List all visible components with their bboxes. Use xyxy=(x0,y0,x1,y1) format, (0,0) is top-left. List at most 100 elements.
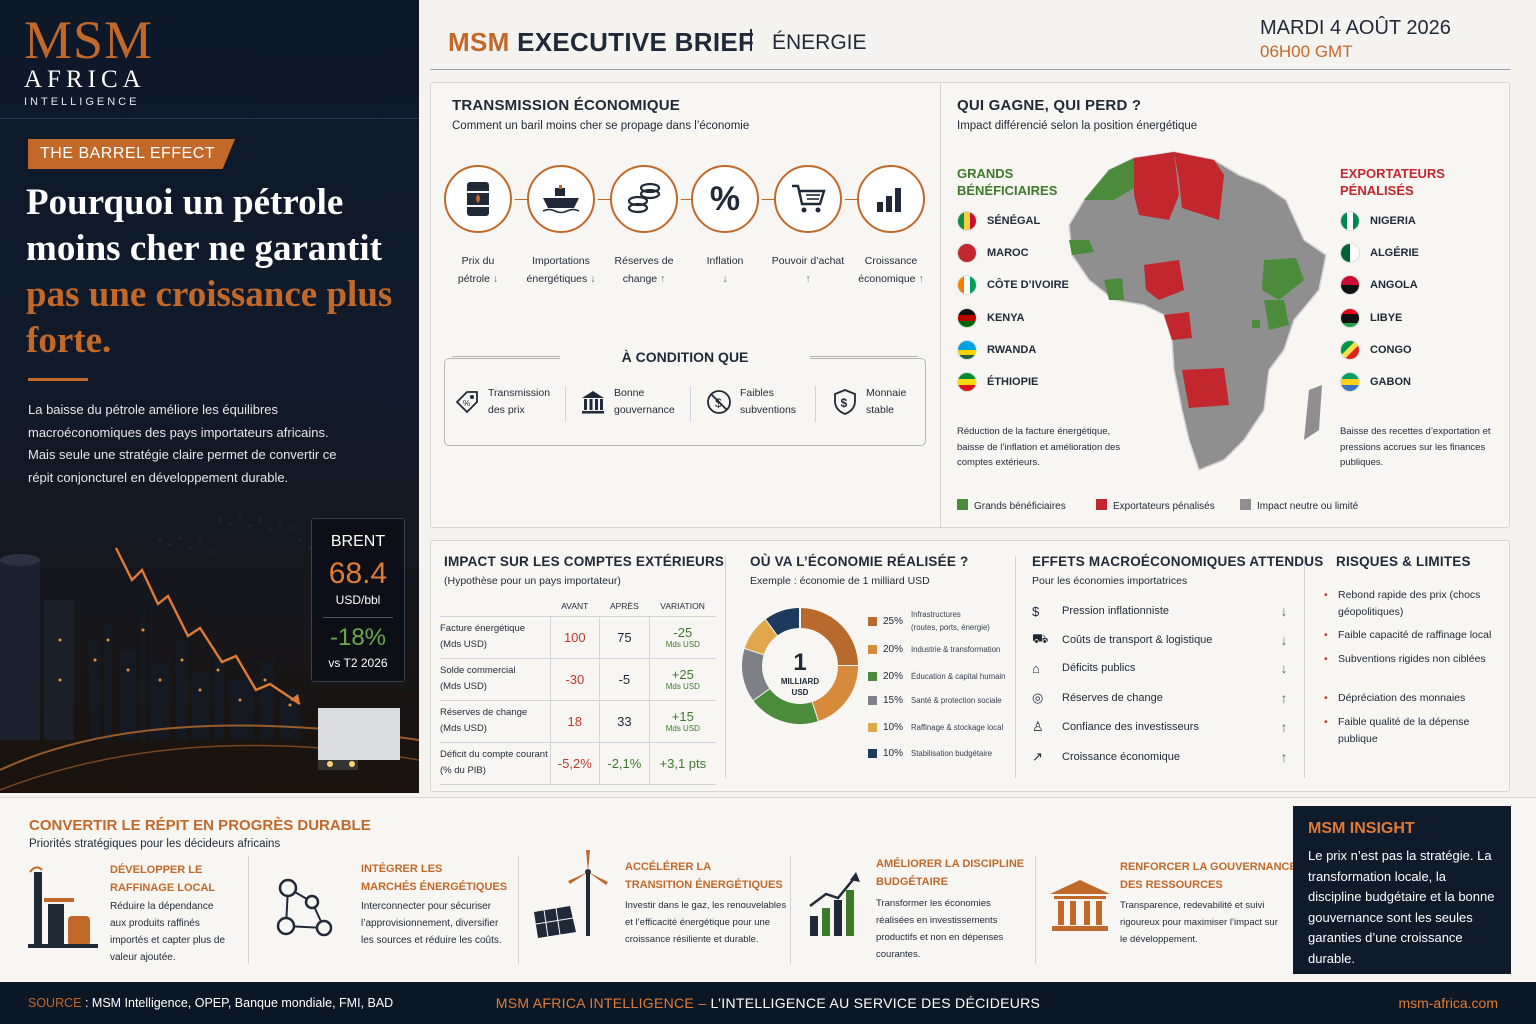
legend-swatch xyxy=(868,645,877,654)
strategy-item-text: Réduire la dépendance aux produits raffi… xyxy=(110,901,226,963)
legend-percent: 20% xyxy=(883,644,904,655)
time-label: 06H00 GMT xyxy=(1260,42,1353,61)
flag-angola-icon xyxy=(1340,275,1360,295)
strategy-item-text: Interconnecter pour sécuriser l’approvis… xyxy=(361,901,502,946)
beneficiary-row: MAROC xyxy=(957,243,1029,263)
table-row: Déficit du compte courant (% du PIB) -5,2… xyxy=(440,742,716,785)
brand-logo[interactable]: MSM AFRICA INTELLIGENCE xyxy=(24,13,184,108)
shopping-cart-icon xyxy=(774,165,842,233)
insight-title: MSM INSIGHT xyxy=(1308,820,1415,837)
divider xyxy=(742,356,918,357)
risk-item: Dépréciation des monnaies xyxy=(1324,690,1504,707)
effect-item: ↗ Croissance économique ↑ xyxy=(1032,749,1288,765)
refinery-icon xyxy=(28,866,98,948)
condition-item: $ Faibles subventions xyxy=(706,385,796,419)
condition-item: Bonne gouvernance xyxy=(580,385,675,419)
exporter-row: NIGERIA xyxy=(1340,211,1416,231)
legend-item: Grands bénéficiaires xyxy=(957,499,1066,512)
divider xyxy=(518,856,519,964)
table-row: Solde commercial (Mds USD) -30 -5 +25 Mds … xyxy=(440,658,716,701)
allocation-donut-chart xyxy=(742,608,858,724)
flag-rwanda-icon xyxy=(957,340,977,360)
ethiopia-region xyxy=(1262,258,1304,300)
divider xyxy=(725,556,726,778)
conditions-title: À CONDITION QUE xyxy=(560,349,810,365)
flag-ethiopia-icon xyxy=(957,372,977,392)
page-header: MSM EXECUTIVE BRIEF ÉNERGIE MARDI 4 AOÛT… xyxy=(430,0,1510,70)
legend-item: 20% Éducation & capital humain xyxy=(868,670,1006,683)
panel-title: QUI GAGNE, QUI PERD ? xyxy=(957,97,1142,114)
legend-percent: 10% xyxy=(883,748,904,759)
panel-subtitle: (Hypothèse pour un pays importateur) xyxy=(444,575,621,587)
table-row: Facture énergétique (Mds USD) 100 75 -25 M… xyxy=(440,616,716,659)
legend-item: 20% Industrie & transformation xyxy=(868,643,1000,656)
growth-chart-icon xyxy=(809,872,860,936)
oil-barrel-icon xyxy=(444,165,512,233)
legend-label: Santé & protection sociale xyxy=(911,696,1002,705)
svg-text:$: $ xyxy=(715,396,722,410)
legend-percent: 15% xyxy=(883,695,904,706)
divider xyxy=(565,386,566,422)
exporter-row: LIBYE xyxy=(1340,308,1402,328)
risk-item: Faible capacité de raffinage local xyxy=(1324,627,1504,644)
strategy-item-title: DÉVELOPPER LE RAFFINAGE LOCAL xyxy=(110,864,216,894)
coins-icon: ◎ xyxy=(1032,690,1044,705)
legend-label: Stabilisation budgétaire xyxy=(911,749,993,758)
donut-center: 1 MILLIARD USD xyxy=(780,649,820,698)
senegal-region xyxy=(1069,240,1094,255)
beneficiaries-note: Réduction de la facture énergétique, bai… xyxy=(957,426,1121,468)
effect-item: ⌂ Déficits publics ↓ xyxy=(1032,660,1288,676)
table-row: Réserves de change (Mds USD) 18 33 +15 Mds… xyxy=(440,700,716,743)
africa-map xyxy=(1068,151,1327,471)
investor-icon: ♙ xyxy=(1032,719,1044,734)
shield-dollar-icon: $ xyxy=(834,389,856,415)
donut-slice-2 xyxy=(753,687,818,724)
risk-item: Faible qualité de la dépense publique xyxy=(1324,714,1504,748)
flag-gabon-icon xyxy=(1340,372,1360,392)
date-label: MARDI 4 AOÛT 2026 xyxy=(1260,17,1451,39)
truck-graphic xyxy=(318,708,400,770)
logo-intelligence: INTELLIGENCE xyxy=(24,96,140,108)
strategy-item-title: AMÉLIORER LA DISCIPLINE BUDGÉTAIRE xyxy=(876,858,1025,888)
svg-text:%: % xyxy=(463,399,470,408)
effect-item: ⛟ Coûts de transport & logistique ↓ xyxy=(1032,631,1288,648)
flag-nigeria-icon xyxy=(1340,211,1360,231)
angola-region xyxy=(1182,368,1229,408)
headline-orange: pas une croissance plus forte. xyxy=(26,274,393,361)
legend-item: 15% Santé & protection sociale xyxy=(868,694,1002,707)
legend-percent: 20% xyxy=(883,671,904,682)
transmission-panel xyxy=(430,82,940,528)
institution-icon xyxy=(582,391,604,414)
divider xyxy=(1304,556,1305,778)
morocco-region xyxy=(1084,158,1139,200)
brent-value: 68.4 xyxy=(328,557,388,590)
panel-title: TRANSMISSION ÉCONOMIQUE xyxy=(452,97,680,114)
legend-swatch xyxy=(868,672,877,681)
divider xyxy=(452,356,598,357)
flag-senegal-icon xyxy=(957,211,977,231)
gabon-congo-region xyxy=(1164,312,1192,340)
donut-slice-0 xyxy=(799,608,858,667)
website-link[interactable]: msm-africa.com xyxy=(1398,995,1498,1011)
donut-slice-5 xyxy=(765,608,801,636)
legend-item: 10% Raffinage & stockage local xyxy=(868,721,1003,734)
divider xyxy=(0,118,419,119)
divider xyxy=(750,29,752,51)
effect-item: ♙ Confiance des investisseurs ↑ xyxy=(1032,719,1288,735)
brent-unit: USD/bbl xyxy=(335,593,381,607)
coin-stack-icon xyxy=(610,165,678,233)
cote-divoire-region xyxy=(1104,278,1124,300)
rwanda-region xyxy=(1252,320,1260,328)
exporter-row: ANGOLA xyxy=(1340,275,1418,295)
panel-subtitle: Impact différencié selon la position éne… xyxy=(957,120,1198,132)
hero-panel: MSM AFRICA INTELLIGENCE THE BARREL EFFEC… xyxy=(0,0,419,793)
growth-icon: ↗ xyxy=(1032,749,1043,764)
table-header: AVANT APRÈS VARIATION xyxy=(440,596,716,617)
panel-subtitle: Comment un baril moins cher se propage d… xyxy=(452,120,750,132)
legend-swatch xyxy=(868,723,877,732)
courthouse-icon xyxy=(1050,880,1110,931)
flag-morocco-icon xyxy=(957,243,977,263)
inflation-icon: $ xyxy=(1032,603,1040,619)
divider xyxy=(690,386,691,422)
beneficiary-row: ÉTHIOPIE xyxy=(957,372,1038,392)
